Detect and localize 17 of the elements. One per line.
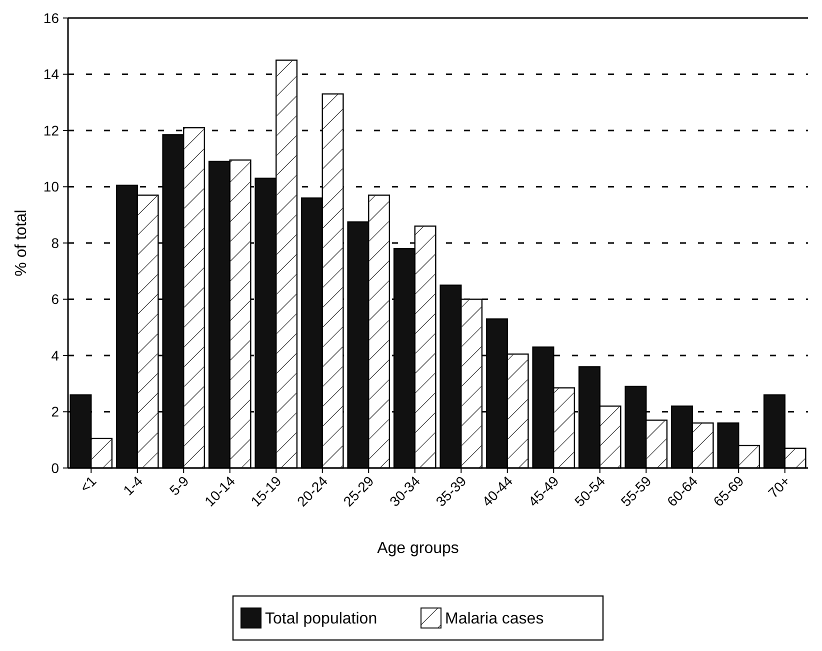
y-tick-label: 6 [51,291,60,308]
y-tick-label: 12 [43,122,60,138]
y-tick-label: 2 [51,404,60,420]
y-tick-label: 10 [43,178,60,195]
x-tick-label: 1-4 [120,472,146,498]
y-tick-label: 0 [51,460,60,476]
y-tick-label: 8 [51,234,60,251]
legend-label: Malaria cases [445,610,544,628]
x-axis-title: Age groups [377,540,459,557]
x-tick-label: <1 [76,472,100,496]
y-tick-label: 4 [51,347,60,364]
x-tick-label: 70+ [764,472,793,501]
legend-label: Total population [265,610,378,628]
y-tick-label: 14 [43,66,60,82]
y-tick-label: 16 [43,10,60,26]
x-tick-label: 5-9 [166,472,192,498]
y-axis-title: % of total [13,210,30,276]
